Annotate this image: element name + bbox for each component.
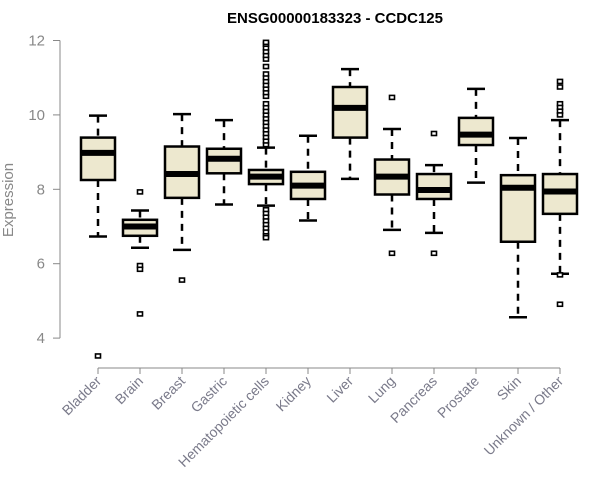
- box-brain: [121, 189, 159, 317]
- outlier-point: [262, 39, 270, 46]
- iqr-box: [457, 116, 495, 147]
- box-unknown-other: [541, 78, 579, 308]
- box-bladder: [79, 114, 117, 359]
- outlier-point: [262, 234, 270, 241]
- outlier-point: [94, 353, 102, 359]
- y-tick-label: 6: [37, 256, 45, 273]
- box-hematopoietic-cells: [247, 39, 285, 241]
- x-tick-label: Kidney: [273, 373, 315, 415]
- outlier-point: [136, 311, 144, 317]
- y-tick-label: 8: [37, 181, 45, 198]
- outlier-point: [262, 100, 270, 107]
- box-breast: [163, 112, 201, 283]
- box-pancreas: [415, 130, 453, 257]
- iqr-box: [331, 85, 369, 139]
- x-tick-label: Unknown / Other: [481, 373, 567, 459]
- outlier-point: [430, 250, 438, 257]
- outlier-point: [178, 277, 186, 283]
- box-kidney: [289, 134, 327, 222]
- outlier-point: [556, 301, 564, 308]
- iqr-box: [79, 136, 117, 182]
- box-skin: [499, 136, 537, 319]
- x-tick-label: Liver: [323, 373, 356, 406]
- outlier-point: [556, 272, 564, 278]
- box-prostate: [457, 87, 495, 184]
- y-tick-label: 4: [37, 330, 45, 347]
- x-tick-label: Lung: [365, 373, 398, 406]
- outlier-point: [388, 250, 396, 257]
- outlier-point: [556, 112, 564, 118]
- x-tick-label: Brain: [112, 373, 146, 407]
- box-liver: [331, 67, 369, 181]
- boxes: [79, 39, 579, 359]
- iqr-box: [415, 172, 453, 201]
- box-gastric: [205, 118, 243, 206]
- outlier-point: [136, 189, 144, 195]
- outlier-point: [262, 71, 270, 77]
- y-tick-label: 12: [28, 33, 45, 50]
- x-tick-label: Breast: [148, 373, 188, 413]
- x-tick-label: Bladder: [59, 373, 105, 419]
- x-tick-label: Prostate: [434, 373, 482, 421]
- x-tick-label: Skin: [494, 373, 525, 404]
- outlier-point: [136, 266, 144, 273]
- box-lung: [373, 94, 411, 257]
- chart-title: ENSG00000183323 - CCDC125: [227, 10, 443, 27]
- y-axis-label: Expression: [0, 163, 17, 237]
- outlier-point: [556, 78, 564, 85]
- outlier-point: [556, 84, 564, 90]
- outlier-point: [262, 63, 270, 70]
- outlier-point: [388, 94, 396, 101]
- outlier-point: [430, 130, 438, 137]
- x-tick-label: Pancreas: [387, 373, 440, 426]
- y-tick-label: 10: [28, 107, 45, 124]
